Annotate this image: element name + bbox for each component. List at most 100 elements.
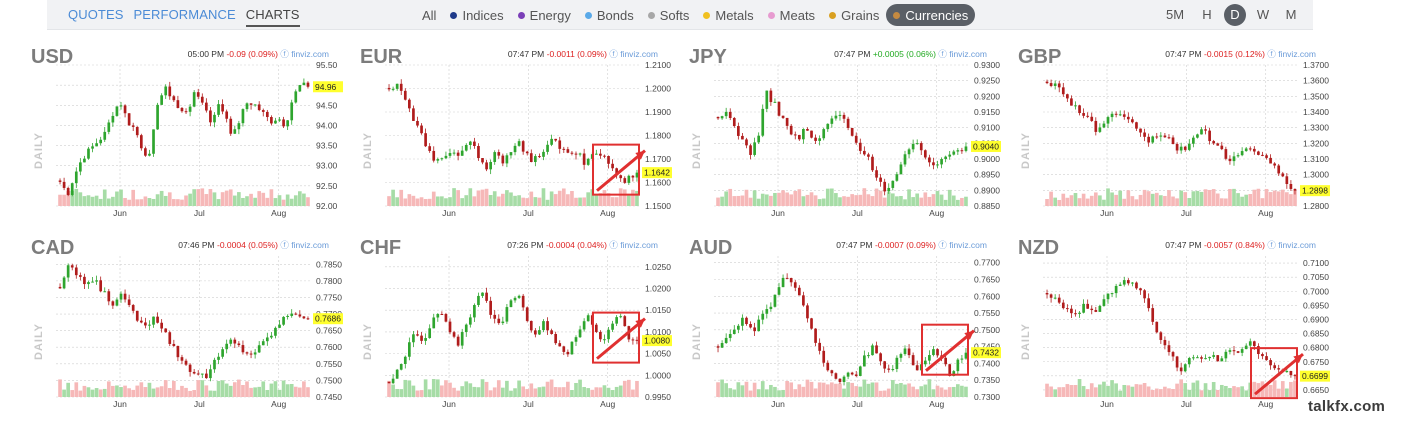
candle-body — [66, 265, 70, 278]
volume-bar — [858, 386, 863, 397]
quote-change: -0.0004 (0.05%) — [216, 240, 278, 250]
volume-bar — [525, 198, 530, 206]
quote-time: 07:26 PM — [507, 240, 544, 250]
candle-body — [1131, 119, 1134, 123]
tab-performance[interactable]: PERFORMANCE — [133, 7, 236, 22]
y-tick-label: 1.0250 — [645, 262, 671, 272]
quote-time: 05:00 PM — [187, 49, 225, 59]
volume-bar — [1110, 192, 1114, 206]
x-tick-label: Aug — [271, 399, 286, 409]
volume-bar — [960, 197, 964, 206]
candle-body — [501, 155, 505, 164]
candle-body — [1078, 312, 1081, 314]
candle-body — [192, 371, 196, 374]
volume-bar — [220, 380, 225, 397]
candle-body — [582, 153, 586, 165]
candle-body — [460, 332, 464, 346]
candle-body — [489, 161, 492, 170]
candle-body — [1163, 339, 1167, 346]
candle-body — [164, 328, 168, 333]
volume-bar — [1130, 196, 1135, 206]
period-m[interactable]: M — [1285, 7, 1297, 22]
candle-body — [956, 150, 960, 152]
chart-tile-nzd[interactable]: NZD 07:47 PM -0.0057 (0.84%) ⓕ finviz.com… — [1018, 234, 1330, 422]
finviz-link[interactable]: finviz.com — [949, 240, 987, 250]
filter-currencies[interactable]: Currencies — [886, 4, 976, 26]
candle-body — [578, 329, 582, 338]
volume-bar — [1114, 194, 1118, 206]
volume-bar — [890, 193, 895, 206]
finviz-link[interactable]: finviz.com — [620, 49, 658, 59]
candle-body — [741, 135, 744, 140]
chart-tile-cad[interactable]: CAD 07:46 PM -0.0004 (0.05%) ⓕ finviz.com… — [31, 234, 343, 422]
period-h[interactable]: H — [1202, 7, 1212, 22]
filter-bonds[interactable]: Bonds — [578, 4, 641, 26]
filter-energy[interactable]: Energy — [511, 4, 578, 26]
finviz-link[interactable]: finviz.com — [1278, 240, 1316, 250]
filter-metals[interactable]: Metals — [696, 4, 760, 26]
candle-body — [907, 149, 911, 155]
volume-bar — [1191, 191, 1196, 206]
y-tick-label: 0.7650 — [974, 275, 1000, 285]
chart-tile-eur[interactable]: EUR 07:47 PM -0.0011 (0.09%) ⓕ finviz.com… — [360, 43, 672, 231]
chart-tile-jpy[interactable]: JPY 07:47 PM +0.0005 (0.06%) ⓕ finviz.com… — [689, 43, 1001, 231]
candle-body — [1232, 350, 1236, 352]
chart-symbol: AUD — [689, 237, 733, 259]
candle-body — [1094, 310, 1098, 312]
candle-body — [1110, 293, 1114, 295]
chart-tile-usd[interactable]: USD 05:00 PM -0.09 (0.09%) ⓕ finviz.com DA… — [31, 43, 343, 231]
candle-body — [903, 348, 907, 355]
period-w[interactable]: W — [1256, 7, 1270, 22]
volume-bar — [606, 193, 611, 206]
filter-grains[interactable]: Grains — [822, 4, 886, 26]
quote-time: 07:47 PM — [1165, 240, 1202, 250]
y-tick-label: 1.3400 — [1303, 107, 1329, 117]
candle-body — [408, 342, 411, 357]
volume-bar — [444, 380, 448, 397]
volume-bar — [1211, 382, 1216, 397]
filter-softs[interactable]: Softs — [641, 4, 697, 26]
candle-body — [793, 134, 797, 136]
candle-body — [1265, 155, 1268, 158]
category-dot-icon — [703, 11, 711, 19]
volume-bar — [188, 390, 192, 397]
volume-bar — [106, 381, 111, 397]
finviz-link[interactable]: finviz.com — [949, 49, 987, 59]
last-price-label: 1.0080 — [644, 336, 670, 346]
finviz-link[interactable]: finviz.com — [1278, 49, 1316, 59]
volume-bar — [415, 198, 420, 206]
volume-bar — [387, 380, 391, 397]
volume-bar — [70, 190, 75, 206]
candle-body — [749, 145, 752, 155]
volume-bar — [785, 192, 789, 206]
chart-tile-chf[interactable]: CHF 07:26 PM -0.0004 (0.04%) ⓕ finviz.com… — [360, 234, 672, 422]
volume-bar — [253, 197, 257, 206]
volume-bar — [1061, 387, 1066, 397]
tab-quotes[interactable]: QUOTES — [68, 7, 124, 22]
candle-body — [1273, 365, 1276, 369]
finviz-link[interactable]: finviz.com — [620, 240, 658, 250]
period-d[interactable]: D — [1224, 4, 1246, 26]
candle-body — [574, 153, 578, 155]
chart-tile-aud[interactable]: AUD 07:47 PM -0.0007 (0.09%) ⓕ finviz.com… — [689, 234, 1001, 422]
tab-charts[interactable]: CHARTS — [245, 7, 300, 27]
volume-bar — [196, 189, 201, 206]
period-5m[interactable]: 5M — [1165, 7, 1185, 22]
filter-all[interactable]: All — [415, 4, 443, 26]
filter-indices[interactable]: Indices — [443, 4, 510, 26]
filter-meats[interactable]: Meats — [761, 4, 822, 26]
chart-tile-gbp[interactable]: GBP 07:47 PM -0.0015 (0.12%) ⓕ finviz.com… — [1018, 43, 1330, 231]
candle-body — [1257, 346, 1260, 355]
y-tick-label: 1.2100 — [645, 60, 671, 70]
finviz-link[interactable]: finviz.com — [291, 240, 329, 250]
candle-body — [716, 116, 720, 119]
quote-time: 07:47 PM — [1165, 49, 1202, 59]
candle-body — [822, 129, 826, 139]
y-tick-label: 1.0050 — [645, 349, 671, 359]
volume-bar — [756, 198, 761, 206]
volume-bar — [752, 190, 757, 206]
finviz-link[interactable]: finviz.com — [291, 49, 329, 59]
volume-bar — [931, 389, 936, 397]
volume-bar — [923, 384, 928, 397]
volume-bar — [744, 189, 749, 206]
